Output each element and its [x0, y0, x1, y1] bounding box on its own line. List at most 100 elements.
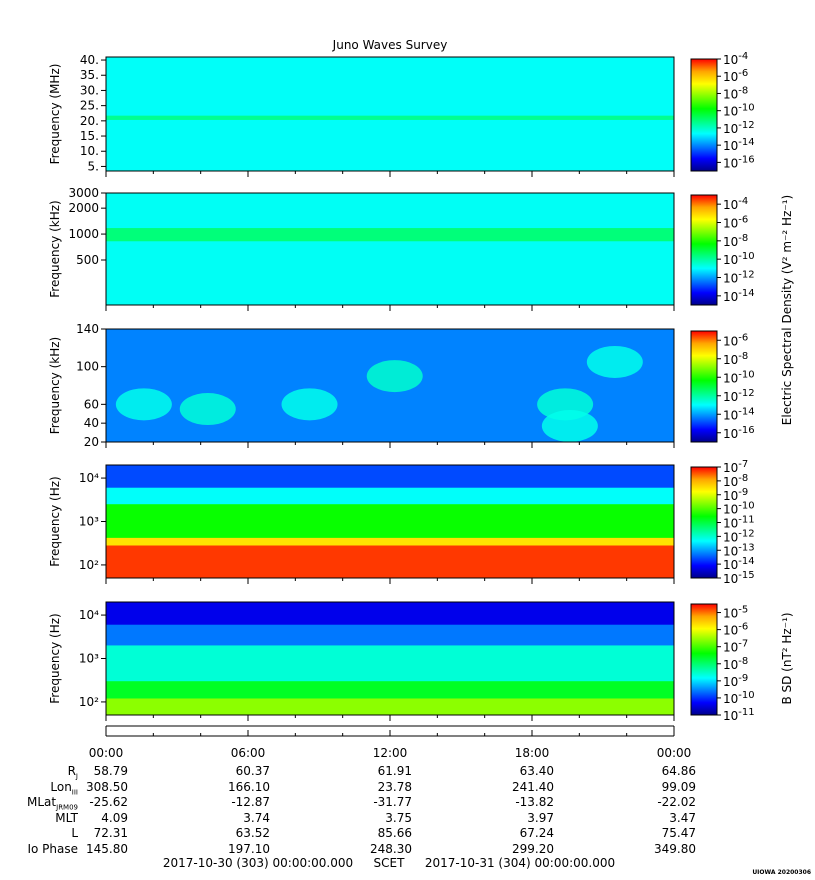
- time-axis-strip: [105, 725, 675, 737]
- colorbar-tick-label: 10-14: [723, 406, 755, 422]
- ephemeris-value: 145.80: [86, 842, 128, 856]
- ephemeris-label: LonIII: [50, 779, 78, 796]
- emission-band: [106, 228, 674, 242]
- colorbar: [690, 58, 718, 172]
- time-tick-label: 12:00: [372, 746, 408, 760]
- colorbar-tick-label: 10-12: [723, 388, 755, 404]
- colorbar-tick-label: 10-12: [723, 528, 755, 544]
- y-axis-label: Frequency (Hz): [48, 613, 62, 704]
- emission-blob: [179, 393, 236, 426]
- ephemeris-value: 72.31: [93, 826, 128, 841]
- ephemeris-value: 64.86: [661, 764, 696, 778]
- y-tick-label: 10⁴: [79, 471, 99, 485]
- ephemeris-label: RJ: [67, 764, 78, 781]
- emission-blob: [366, 360, 423, 393]
- panel-3: 140 100 60 40 20 Frequency (kHz) 10-6 10-8 10-10…: [48, 322, 755, 449]
- spectrogram-background: [106, 57, 674, 171]
- y-tick-label: 15.: [80, 129, 99, 143]
- ephemeris-value: 3.47: [669, 810, 696, 825]
- y-axis-label: Frequency (kHz): [48, 337, 62, 434]
- colorbar-tick-label: 10-8: [723, 233, 748, 249]
- y-tick-label: 5.: [88, 159, 99, 173]
- colorbar-tick-label: 10-8: [723, 473, 748, 489]
- y-tick-label: 10³: [79, 652, 99, 666]
- y-tick-label: 10²: [79, 558, 99, 572]
- y-axis-label: Frequency (kHz): [48, 200, 62, 297]
- y-tick-label: 140: [76, 322, 99, 336]
- ephemeris-value: 349.80: [654, 842, 696, 856]
- ephemeris-value: -12.87: [231, 795, 270, 810]
- ephemeris-value: 63.40: [519, 764, 554, 778]
- colorbar-tick-label: 10-16: [723, 425, 755, 441]
- colorbar-tick-label: 10-15: [723, 570, 755, 586]
- colorbar-tick-label: 10-6: [723, 68, 748, 84]
- time-tick-label: 18:00: [514, 746, 550, 760]
- y-tick-label: 10³: [79, 515, 99, 529]
- colorbar-tick-label: 10-11: [723, 707, 755, 723]
- colorbar-tick-label: 10-12: [723, 120, 755, 136]
- colorbar: [690, 466, 718, 579]
- ephemeris-value: -13.82: [515, 795, 554, 810]
- colorbar: [690, 603, 718, 716]
- colorbar-tick-label: 10-11: [723, 515, 755, 531]
- colorbar-tick-label: 10-4: [723, 51, 748, 67]
- ephemeris-value: 4.09: [101, 810, 128, 825]
- colorbar: [690, 330, 718, 443]
- colorbar-tick-label: 10-14: [723, 288, 755, 304]
- colorbar-label: B SD (nT² Hz⁻¹): [780, 612, 794, 704]
- time-tick-label: 00:00: [656, 746, 692, 760]
- ephemeris-value: -31.77: [373, 795, 412, 810]
- colorbar-tick-label: 10-6: [723, 332, 748, 348]
- ephemeris-table: 00:00 06:00 12:00 18:00 00:00 RJ 58.79 60.37 61.…: [0, 746, 815, 856]
- spectrogram-background: [106, 193, 674, 305]
- y-tick-label: 500: [76, 253, 99, 267]
- ephemeris-value: 67.24: [519, 826, 554, 841]
- y-tick-label: 20: [84, 435, 99, 449]
- y-tick-label: 10⁴: [79, 608, 99, 622]
- colorbar-tick-label: 10-10: [723, 251, 755, 267]
- colorbar: [690, 194, 718, 306]
- colorbar-tick-label: 10-14: [723, 137, 755, 153]
- y-axis-label: Frequency (Hz): [48, 476, 62, 567]
- uiowa-stamp: UIOWA 20200306: [752, 869, 811, 876]
- ephemeris-value: 197.10: [228, 842, 270, 856]
- y-tick-label: 1000: [68, 227, 99, 241]
- colorbar-tick-label: 10-10: [723, 690, 755, 706]
- y-tick-label: 25.: [80, 99, 99, 113]
- y-tick-label: 2000: [68, 201, 99, 215]
- ephemeris-value: 241.40: [512, 779, 554, 794]
- ephemeris-label: L: [71, 826, 78, 841]
- colorbar-tick-label: 10-4: [723, 196, 748, 212]
- colorbar-tick-label: 10-12: [723, 270, 755, 286]
- y-tick-label: 60: [84, 397, 99, 411]
- ephemeris-value: 61.91: [377, 764, 412, 778]
- colorbar-tick-label: 10-14: [723, 556, 755, 572]
- ephemeris-value: 166.10: [228, 779, 270, 794]
- ephemeris-value: 3.75: [385, 810, 412, 825]
- ephemeris-value: 63.52: [235, 826, 270, 841]
- emission-band: [106, 115, 674, 120]
- ephemeris-value: 75.47: [661, 826, 696, 841]
- ephemeris-value: 60.37: [235, 764, 270, 778]
- y-tick-label: 40: [84, 416, 99, 430]
- panel-1: 40.35.30. 25.20.15.10.5. Frequency (MHz) 10…: [48, 51, 755, 177]
- emission-blob: [586, 345, 643, 378]
- emission-blob: [541, 409, 598, 442]
- time-tick-label: 06:00: [230, 746, 266, 760]
- footer-scet: SCET: [374, 856, 406, 870]
- spectrogram-band: [106, 545, 674, 578]
- y-tick-label: 3000: [68, 186, 99, 200]
- colorbar-tick-label: 10-13: [723, 542, 755, 558]
- y-tick-label: 35.: [80, 68, 99, 82]
- ephemeris-value: 299.20: [512, 842, 554, 856]
- colorbar-tick-label: 10-6: [723, 215, 748, 231]
- colorbar-tick-label: 10-8: [723, 351, 748, 367]
- colorbar-tick-label: 10-8: [723, 656, 748, 672]
- ephemeris-label: MLatJRM09: [27, 795, 78, 812]
- colorbar-tick-label: 10-9: [723, 487, 748, 503]
- ephemeris-value: 58.79: [93, 764, 128, 778]
- colorbar-tick-label: 10-5: [723, 605, 748, 621]
